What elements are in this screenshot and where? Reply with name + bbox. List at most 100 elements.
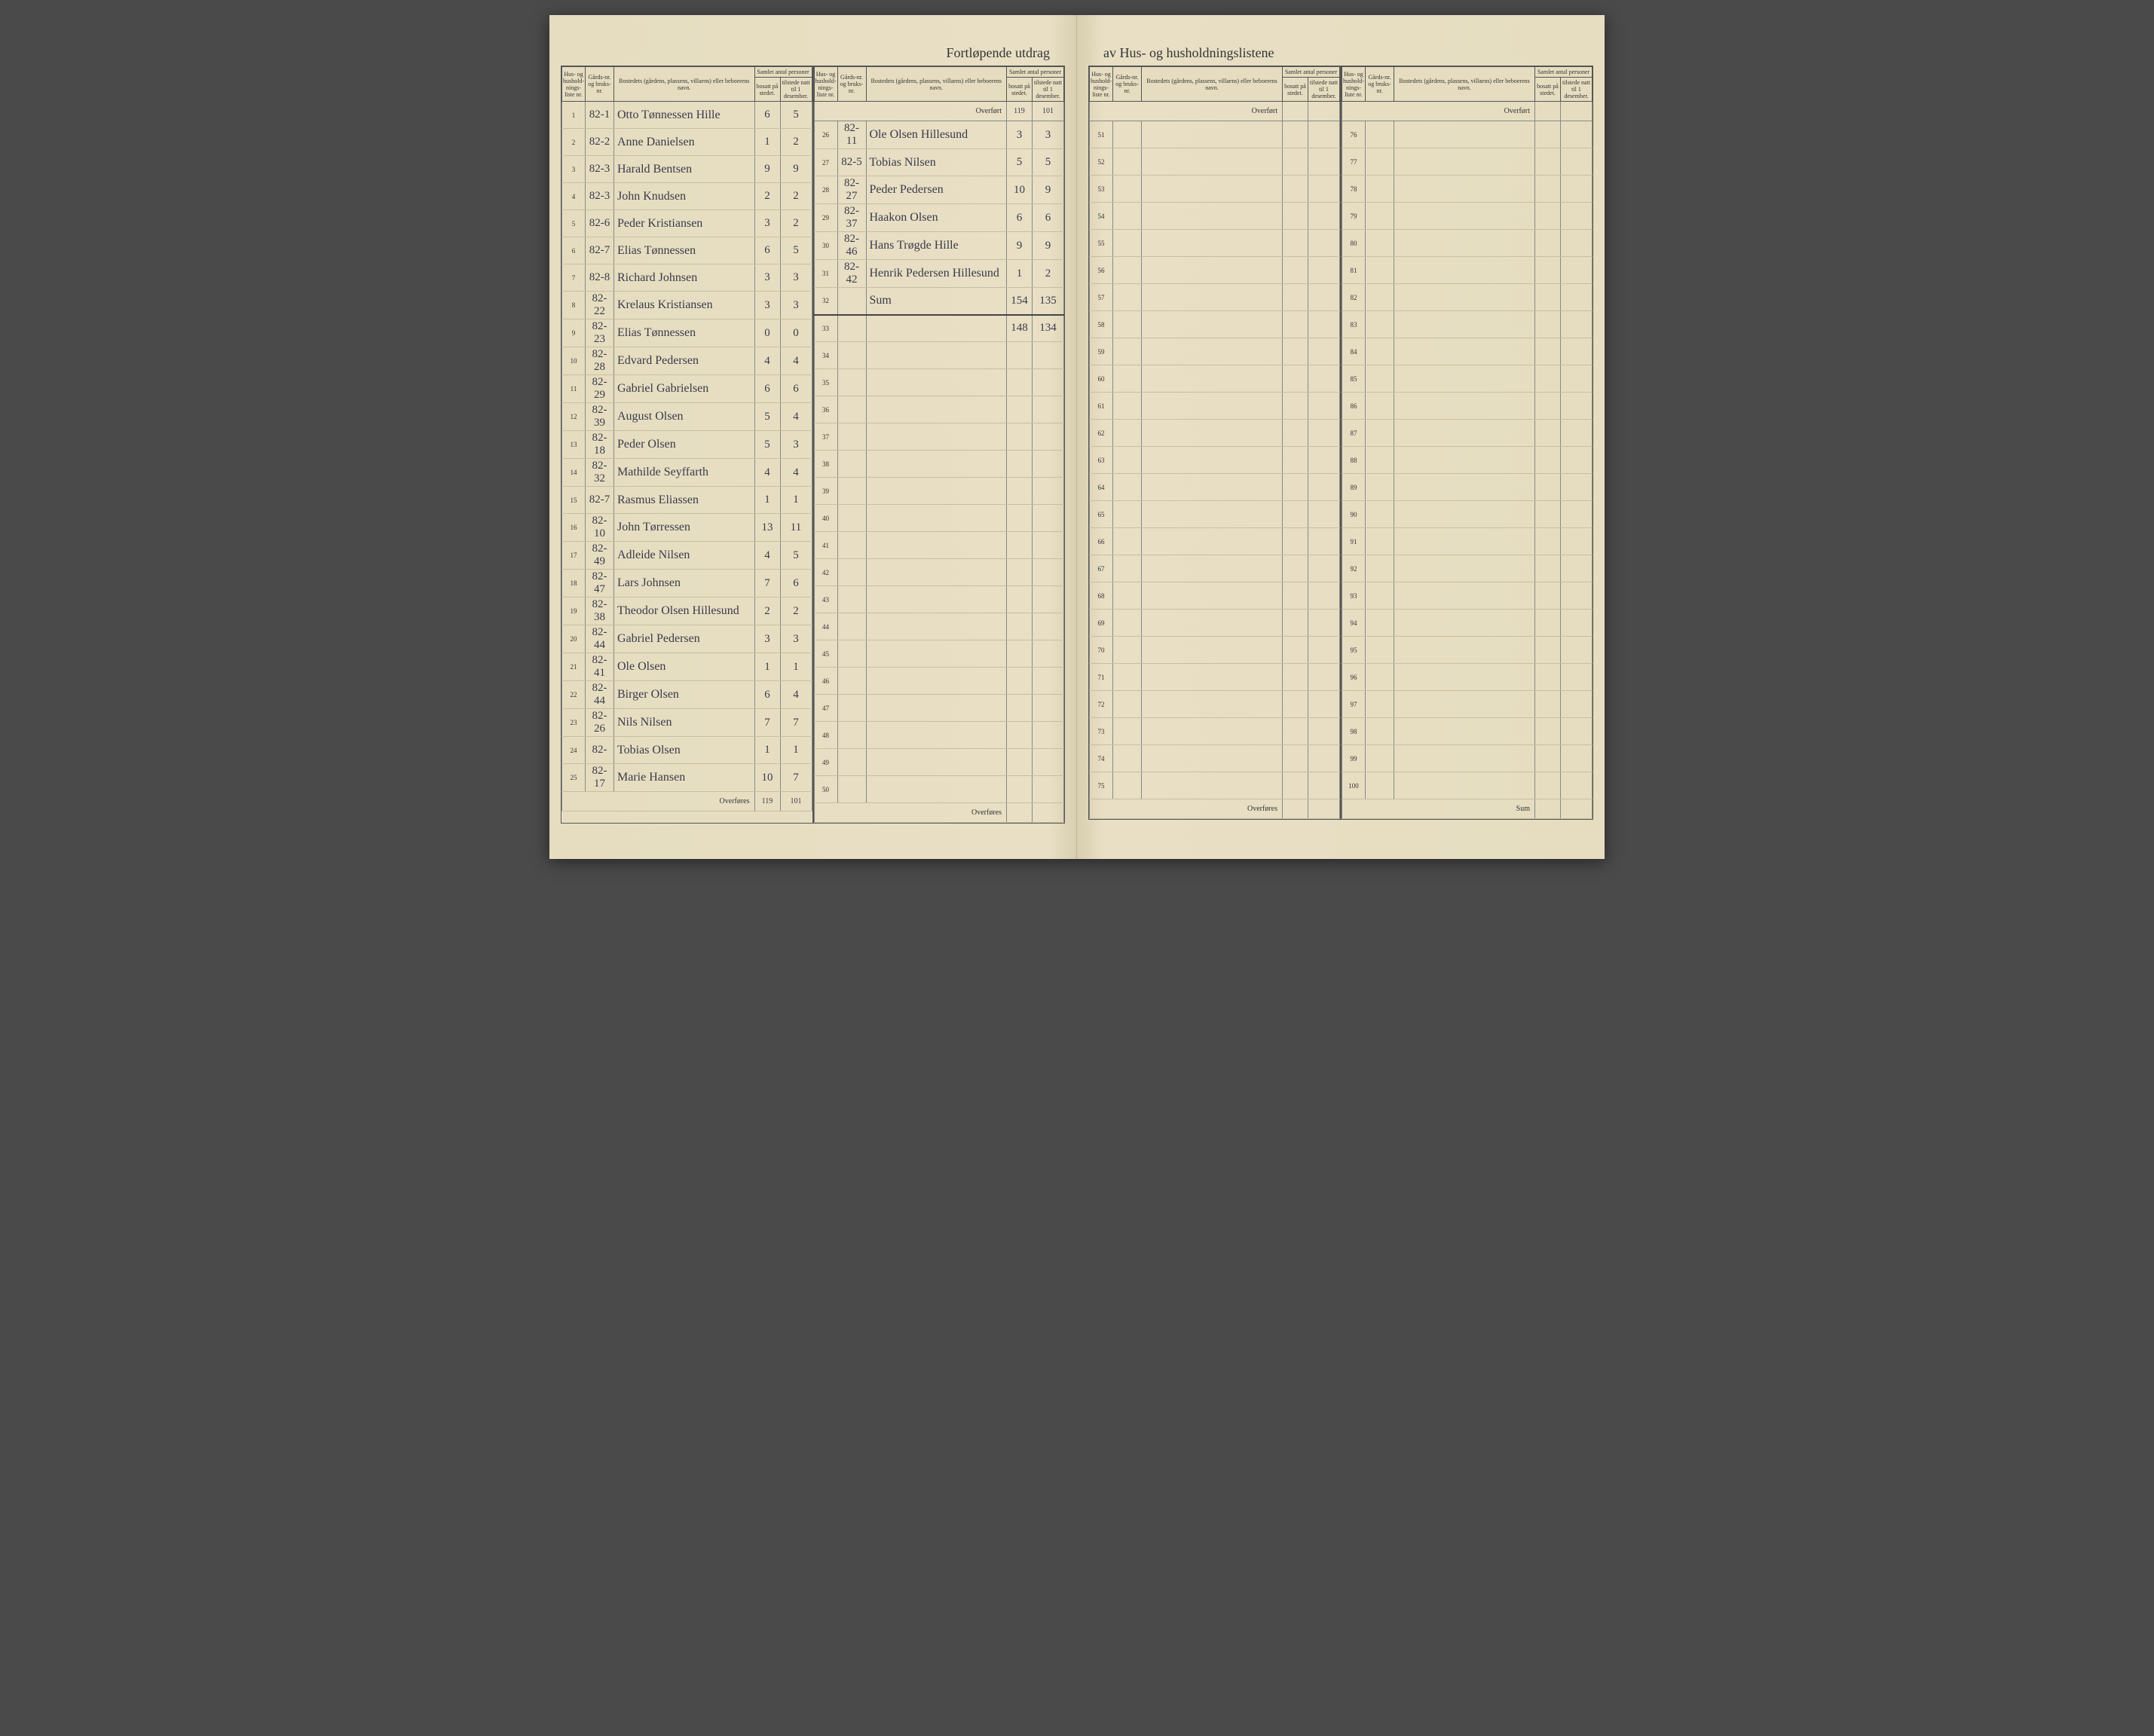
cell-tilstede [1308, 365, 1340, 393]
cell-bosatt [1535, 474, 1561, 501]
cell-gnr [1113, 230, 1142, 257]
table-row: 91 [1342, 528, 1593, 555]
cell-bosatt [1283, 203, 1308, 230]
cell-name: Theodor Olsen Hillesund [614, 598, 755, 625]
cell-nr: 50 [814, 776, 837, 803]
cell-gnr [1366, 772, 1394, 799]
hdr-bosted: Bostedets (gårdens, plassens, villaens) … [614, 67, 755, 102]
cell-name: Elias Tønnessen [614, 237, 755, 264]
table-row: 68 [1090, 582, 1340, 610]
table-row: 42 [814, 559, 1064, 586]
cell-bosatt [1283, 501, 1308, 528]
cell-gnr: 82-3 [586, 156, 614, 183]
cell-nr: 47 [814, 695, 837, 722]
cell-bosatt [1283, 393, 1308, 420]
cell-tilstede [1561, 637, 1593, 664]
table-row: 49 [814, 749, 1064, 776]
cell-gnr [837, 640, 866, 668]
cell-name [1142, 555, 1283, 582]
table-row: 782-8Richard Johnsen33 [562, 264, 812, 292]
cell-name [1142, 148, 1283, 176]
cell-nr: 43 [814, 586, 837, 613]
table-row: 87 [1342, 420, 1593, 447]
cell-nr: 9 [562, 319, 586, 347]
cell-nr: 100 [1342, 772, 1366, 799]
cell-tilstede [1308, 257, 1340, 284]
cell-tilstede: 6 [1033, 204, 1064, 232]
cell-gnr [1113, 610, 1142, 637]
cell-nr: 99 [1342, 745, 1366, 772]
overfores-label: Overføres [562, 792, 755, 811]
cell-name: Rasmus Eliassen [614, 487, 755, 514]
cell-bosatt [1007, 668, 1033, 695]
cell-bosatt: 154 [1007, 288, 1033, 315]
cell-tilstede [1308, 148, 1340, 176]
cell-tilstede: 3 [1033, 121, 1064, 149]
cell-gnr [1366, 501, 1394, 528]
table-row: 93 [1342, 582, 1593, 610]
cell-tilstede [1308, 203, 1340, 230]
cell-nr: 68 [1090, 582, 1113, 610]
cell-gnr [1366, 555, 1394, 582]
cell-nr: 95 [1342, 637, 1366, 664]
cell-tilstede [1561, 555, 1593, 582]
cell-nr: 35 [814, 369, 837, 396]
cell-gnr [1113, 528, 1142, 555]
cell-nr: 61 [1090, 393, 1113, 420]
cell-tilstede [1033, 342, 1064, 369]
cell-bosatt [1007, 586, 1033, 613]
table-panel2: Hus- og hushold-nings-liste nr. Gårds-nr… [814, 66, 1065, 823]
cell-nr: 21 [562, 653, 586, 681]
table-row: 53 [1090, 176, 1340, 203]
cell-gnr: 82-5 [837, 149, 866, 176]
cell-nr: 37 [814, 423, 837, 451]
cell-name: Sum [866, 288, 1007, 315]
cell-nr: 76 [1342, 121, 1366, 148]
cell-tilstede [1308, 582, 1340, 610]
hdr-bosatt: bosatt på stedet. [1535, 78, 1561, 102]
cell-tilstede: 9 [780, 156, 812, 183]
cell-gnr [1113, 176, 1142, 203]
cell-gnr [1366, 447, 1394, 474]
cell-nr: 25 [562, 764, 586, 792]
cell-nr: 88 [1342, 447, 1366, 474]
cell-nr: 84 [1342, 338, 1366, 365]
cell-name: John Knudsen [614, 183, 755, 210]
cell-gnr [837, 668, 866, 695]
cell-name [1142, 393, 1283, 420]
cell-tilstede [1033, 586, 1064, 613]
cell-nr: 78 [1342, 176, 1366, 203]
cell-nr: 33 [814, 315, 837, 342]
cell-gnr [837, 559, 866, 586]
cell-name [866, 315, 1007, 342]
table-row: 89 [1342, 474, 1593, 501]
cell-name [866, 613, 1007, 640]
cell-gnr [1113, 148, 1142, 176]
cell-name [866, 423, 1007, 451]
cell-tilstede: 5 [780, 237, 812, 264]
cell-name: Anne Danielsen [614, 129, 755, 156]
table-panel3: Hus- og hushold-nings-liste nr. Gårds-nr… [1089, 66, 1340, 819]
cell-nr: 8 [562, 292, 586, 319]
cell-tilstede [1033, 695, 1064, 722]
cell-gnr [1113, 582, 1142, 610]
cell-name: Birger Olsen [614, 681, 755, 709]
cell-name: Ole Olsen [614, 653, 755, 681]
cell-tilstede: 6 [780, 570, 812, 598]
overfort-tilstede: 101 [1033, 102, 1064, 121]
cell-nr: 73 [1090, 718, 1113, 745]
cell-name [1394, 501, 1535, 528]
cell-nr: 74 [1090, 745, 1113, 772]
table-row: 51 [1090, 121, 1340, 148]
cell-nr: 17 [562, 542, 586, 570]
cell-bosatt: 4 [754, 542, 780, 570]
cell-name [866, 722, 1007, 749]
cell-gnr: 82-23 [586, 319, 614, 347]
cell-name: Otto Tønnessen Hille [614, 102, 755, 129]
cell-nr: 90 [1342, 501, 1366, 528]
cell-tilstede [1033, 613, 1064, 640]
cell-gnr: 82-7 [586, 487, 614, 514]
panel-4: Hus- og hushold-nings-liste nr. Gårds-nr… [1341, 66, 1593, 820]
table-row: 73 [1090, 718, 1340, 745]
cell-bosatt: 3 [754, 625, 780, 653]
